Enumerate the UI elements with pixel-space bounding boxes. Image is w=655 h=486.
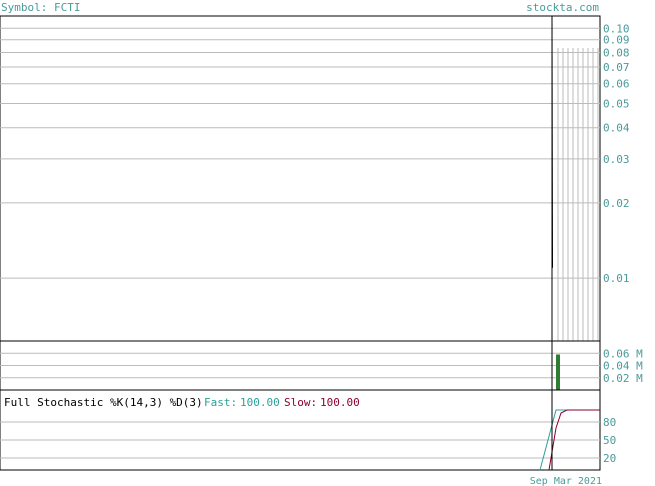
volume-grid (0, 352, 600, 379)
price-tick-label: 0.03 (603, 153, 630, 166)
stochastic-tick-labels: 80 50 20 (603, 416, 616, 465)
price-tick-label: 0.05 (603, 97, 630, 110)
price-tick-labels: 0.100.090.080.07 0.06 0.05 0.04 0.03 0.02 0.01 (603, 22, 630, 285)
price-tick-label: 0.09 (603, 34, 630, 47)
fast-value: 100.00 (240, 396, 280, 409)
stochastic-tick-label: 50 (603, 434, 616, 447)
symbol-label: Symbol: FCTI (1, 1, 80, 14)
volume-tick-label: 0.06 M (603, 347, 643, 360)
volume-tick-labels: 0.06 M0.04 M0.02 M (603, 347, 643, 385)
price-tick-label: 0.07 (603, 61, 630, 74)
volume-tick-label: 0.02 M (603, 372, 643, 385)
fast-label: Fast: (204, 396, 237, 409)
price-grid (0, 27, 600, 279)
price-tick-label: 0.08 (603, 47, 630, 60)
price-tick-label: 0.01 (603, 272, 630, 285)
volume-tick-label: 0.04 M (603, 360, 643, 373)
stochastic-tick-label: 20 (603, 452, 616, 465)
slow-label: Slow: (284, 396, 317, 409)
price-tick-label: 0.10 (603, 22, 630, 35)
volume-bar (556, 354, 560, 390)
stochastic-grid (0, 421, 600, 459)
slow-value: 100.00 (320, 396, 360, 409)
stochastic-tick-label: 80 (603, 416, 616, 429)
slow-line (548, 409, 600, 471)
price-vertical-grid (557, 48, 599, 341)
x-axis-label: Sep Mar 2021 (530, 476, 602, 486)
site-label: stockta.com (526, 1, 599, 14)
price-tick-label: 0.02 (603, 197, 630, 210)
price-tick-label: 0.04 (603, 122, 630, 135)
stochastic-title: Full Stochastic %K(14,3) %D(3) (4, 396, 203, 409)
price-panel (0, 15, 601, 342)
price-tick-label: 0.06 (603, 78, 630, 91)
stochastic-panel (0, 389, 601, 471)
